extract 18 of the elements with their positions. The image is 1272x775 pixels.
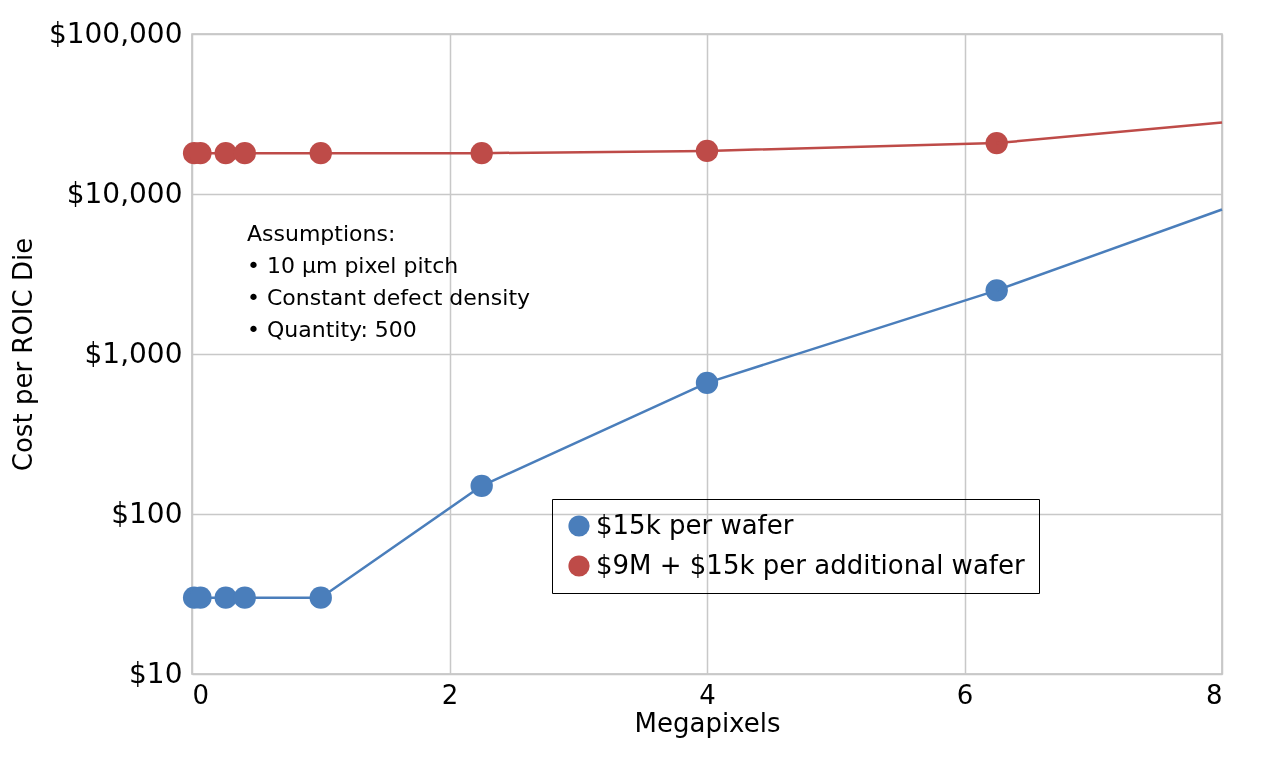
y-tick-label: $100 (111, 496, 183, 530)
annotation: • 10 µm pixel pitch (247, 253, 459, 278)
y-tick-label: $100,000 (48, 16, 183, 50)
x-axis-title: Megapixels (634, 707, 781, 738)
x-tick-label: 6 (956, 679, 974, 710)
legend-label: $9M + $15k per additional wafer (596, 550, 1025, 580)
annotation: • Quantity: 500 (247, 317, 417, 342)
y-tick-label: $10,000 (66, 176, 183, 210)
y-tick-label: $10 (129, 656, 183, 690)
y-tick-label: $1,000 (84, 336, 183, 370)
legend-label: $15k per wafer (596, 510, 794, 540)
x-tick-label: 4 (699, 679, 716, 710)
x-tick-label: 8 (1205, 679, 1223, 710)
y-axis-title: Cost per ROIC Die (7, 237, 38, 472)
annotation: • Constant defect density (247, 285, 531, 310)
x-tick-label: 2 (441, 679, 459, 710)
x-tick-label: 0 (192, 679, 210, 710)
annotation: Assumptions: (247, 221, 396, 246)
